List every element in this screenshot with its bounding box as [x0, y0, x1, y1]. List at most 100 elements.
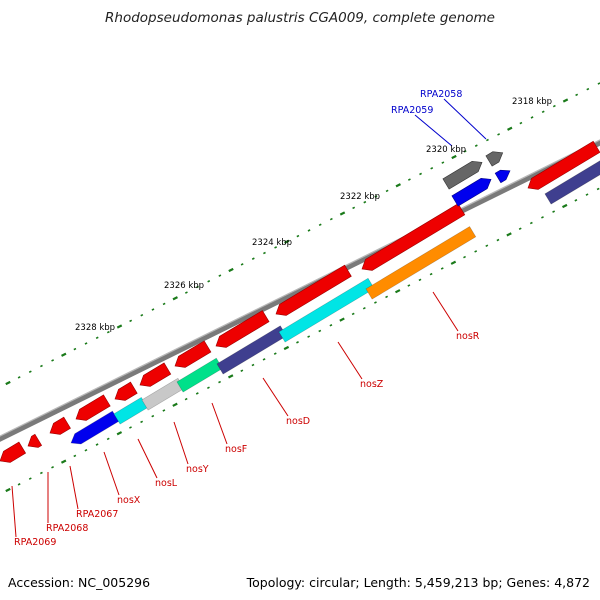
scale-tick [184, 291, 188, 294]
scale-tick [385, 295, 389, 299]
scale-ticks [5, 82, 600, 493]
scale-tick [240, 369, 244, 372]
scale-tick [451, 154, 457, 160]
scale-tick [339, 317, 345, 322]
scale-tick [419, 172, 422, 176]
scale-tick [430, 167, 434, 170]
gene-feature-gray-1 [442, 161, 483, 190]
scale-tick [363, 200, 367, 204]
scale-tick [352, 206, 356, 210]
scale-tick [329, 217, 333, 221]
gene-feature-nosx [70, 410, 120, 445]
scale-tick [351, 312, 355, 316]
scale-tick [151, 414, 155, 418]
gene-features [0, 140, 600, 463]
scale-tick [140, 420, 144, 424]
scale-tick [273, 352, 277, 355]
scale-tick [463, 255, 466, 259]
label-connector [262, 377, 289, 417]
gene-feature-nosy [141, 377, 185, 411]
gene-label: nosZ [360, 379, 384, 390]
scale-tick [307, 335, 311, 338]
scale-tick [129, 319, 133, 323]
kbp-label: 2326 kbp [164, 281, 204, 291]
scale-tick [274, 246, 278, 249]
scale-tick [585, 193, 589, 196]
scale-tick [106, 437, 110, 441]
label-connector [211, 402, 228, 445]
cds-red-feature [27, 433, 43, 448]
labels: 2318 kbp 2320 kbp 2322 kbp 2324 kbp 2326 kbp… [14, 89, 552, 548]
scale-tick [129, 426, 132, 429]
label-connector [414, 114, 453, 147]
gene-feature-nosf [176, 357, 223, 393]
gene-feature-partial [544, 160, 600, 205]
gene-label: nosF [225, 444, 247, 455]
scale-tick [395, 183, 401, 188]
scale-tick [586, 87, 590, 91]
gene-label: RPA2067 [76, 509, 118, 520]
gene-label: RPA2068 [46, 523, 88, 534]
scale-tick [162, 409, 166, 412]
cds-blue-feature-rpa2058 [494, 169, 511, 184]
scale-tick [17, 376, 21, 379]
scale-tick [474, 144, 478, 147]
scale-tick [140, 313, 144, 317]
genome-backbone-highlight [0, 139, 600, 437]
scale-tick [95, 336, 99, 340]
scale-tick [218, 380, 221, 384]
scale-tick [51, 466, 54, 469]
label-connector [337, 341, 363, 380]
gene-label: nosR [456, 331, 480, 342]
gene-label: nosY [186, 464, 209, 475]
scale-tick [84, 448, 88, 452]
map-title: Rhodopseudomonas palustris CGA009, compl… [105, 10, 495, 26]
scale-tick [5, 487, 11, 493]
scale-tick [496, 238, 500, 242]
scale-tick [506, 232, 512, 237]
scale-tick [407, 284, 411, 287]
scale-tick [227, 374, 234, 379]
label-connector [11, 485, 17, 538]
gene-feature-nosr [365, 226, 477, 300]
scale-tick [251, 363, 255, 367]
scale-tick [116, 431, 123, 436]
scale-tick [463, 150, 467, 153]
scale-tick [394, 289, 401, 294]
scale-tick [296, 341, 299, 344]
scale-tick [474, 250, 478, 253]
scale-tick [318, 223, 322, 227]
cds-red-feature [139, 362, 172, 387]
genome-backbone [0, 139, 600, 442]
scale-tick [518, 227, 522, 230]
scale-tick [206, 386, 210, 390]
gene-feature-nosl [113, 396, 148, 425]
cds-red-feature [361, 203, 466, 271]
cds-red-feature [114, 381, 138, 401]
scale-tick [51, 359, 55, 362]
scale-tick [541, 110, 545, 114]
scale-tick [172, 402, 178, 407]
scale-tick [329, 324, 333, 327]
scale-tick [507, 126, 513, 131]
label-connector [432, 291, 459, 332]
label-connector [443, 98, 487, 140]
scale-tick [40, 364, 43, 368]
scale-tick [485, 244, 489, 248]
genome-summary-text: Topology: circular; Length: 5,459,213 bp… [246, 575, 590, 590]
gene-label: nosX [117, 495, 141, 506]
scale-tick [116, 324, 123, 329]
cds-blue-feature-rpa2059 [451, 178, 492, 207]
scale-tick [374, 301, 377, 304]
scale-tick [28, 370, 32, 373]
scale-tick [339, 211, 346, 216]
scale-tick [552, 104, 556, 108]
kbp-label: 2318 kbp [512, 97, 552, 107]
label-connector [103, 451, 120, 496]
scale-tick [486, 138, 489, 142]
scale-tick [60, 459, 67, 464]
scale-tick [84, 342, 88, 345]
scale-tick [39, 471, 43, 475]
